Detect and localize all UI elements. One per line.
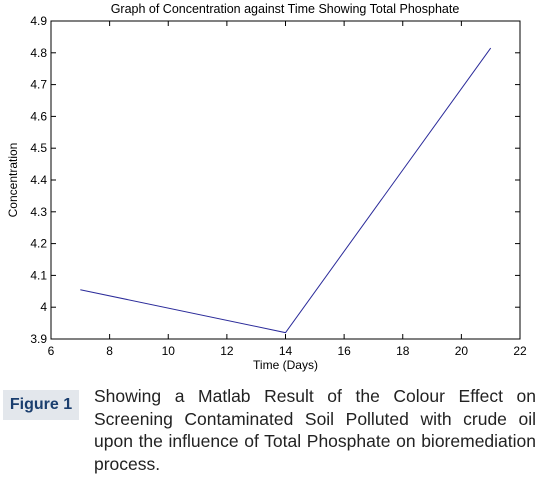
y-tick-label: 3.9 xyxy=(30,332,47,346)
y-tick-label: 4.6 xyxy=(30,109,47,123)
x-tick-label: 8 xyxy=(106,344,113,358)
line-chart: Graph of Concentration against Time Show… xyxy=(6,2,527,372)
figure-label: Figure 1 xyxy=(3,390,79,420)
y-tick-label: 4 xyxy=(40,300,47,314)
y-tick-label: 4.9 xyxy=(30,14,47,28)
x-tick-label: 12 xyxy=(220,344,234,358)
x-tick-label: 22 xyxy=(513,344,527,358)
y-tick-label: 4.4 xyxy=(30,173,47,187)
y-tick-label: 4.7 xyxy=(30,78,47,92)
y-tick-label: 4.8 xyxy=(30,46,47,60)
x-tick-label: 16 xyxy=(337,344,351,358)
x-tick-label: 18 xyxy=(396,344,410,358)
series-line xyxy=(80,47,492,334)
x-tick-label: 20 xyxy=(455,344,469,358)
y-tick-label: 4.5 xyxy=(30,141,47,155)
figure-caption: Figure 1 Showing a Matlab Result of the … xyxy=(0,380,541,479)
x-tick-label: 14 xyxy=(279,344,293,358)
axis-tick-labels: 6 8 10 12 14 16 18 20 22 3.9 4 4.1 4.2 4.3 4.4 4.5 4.6 4.… xyxy=(30,14,527,358)
y-tick-label: 4.2 xyxy=(30,237,47,251)
y-axis-label: Concentration xyxy=(6,143,20,218)
x-tick-label: 10 xyxy=(162,344,176,358)
axis-ticks xyxy=(50,20,521,340)
y-tick-label: 4.1 xyxy=(30,268,47,282)
x-axis-label: Time (Days) xyxy=(253,358,318,372)
chart-title: Graph of Concentration against Time Show… xyxy=(111,2,460,16)
y-tick-label: 4.3 xyxy=(30,205,47,219)
x-tick-label: 6 xyxy=(48,344,55,358)
data-series xyxy=(80,47,492,334)
plot-frame xyxy=(50,20,521,340)
caption-text: Showing a Matlab Result of the Colour Ef… xyxy=(94,386,536,474)
